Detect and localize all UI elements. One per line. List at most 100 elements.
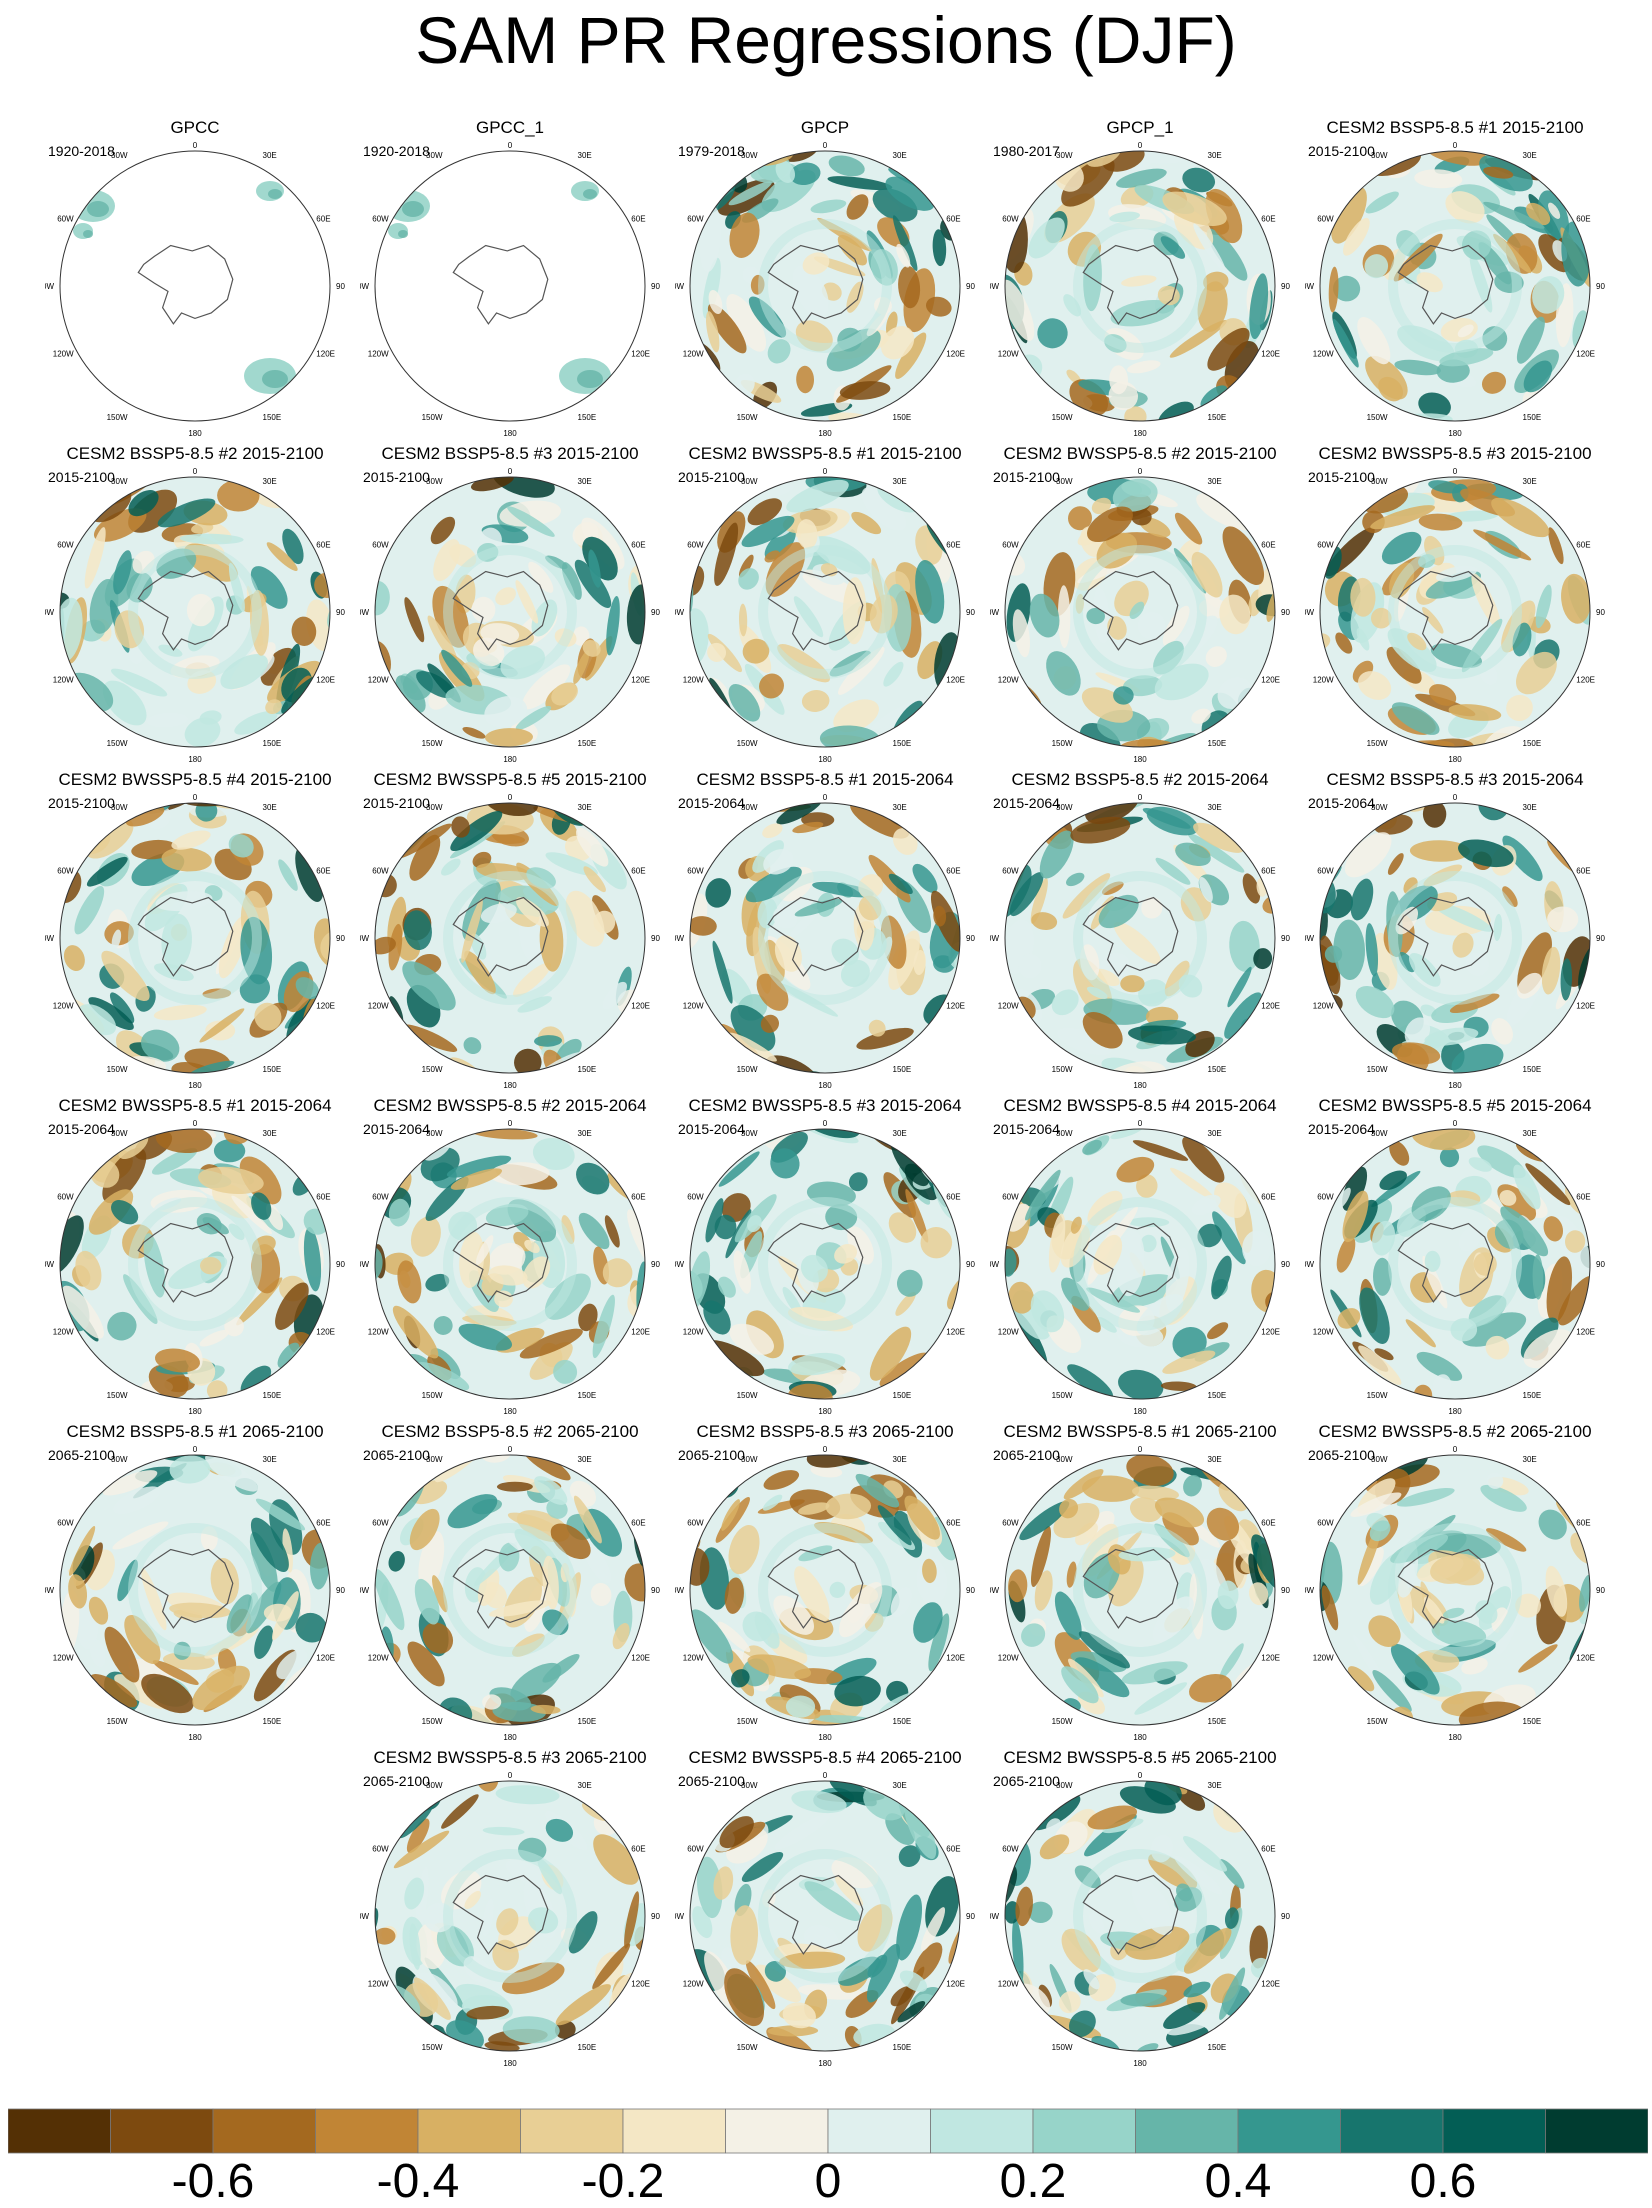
map-boundary (1004, 150, 1276, 422)
longitude-label: 0 (823, 1771, 828, 1780)
panel-title: CESM2 BWSSP5-8.5 #2 2065-2100 (1318, 1422, 1592, 1441)
longitude-label: 30W (111, 803, 128, 812)
map-boundary (374, 1128, 646, 1400)
precip-field (1320, 477, 1590, 747)
polar-map: 0 30E 30W 60E 60W 90E 90W 120E 120W 150E 150W 180 (675, 1119, 975, 1414)
longitude-label: 180 (503, 1733, 517, 1740)
panel-title: CESM2 BWSSP5-8.5 #5 2015-2100 (373, 770, 647, 789)
map-panel: CESM2 BWSSP5-8.5 #1 2015-2064 2015-2064 0 3… (45, 1096, 345, 1414)
antarctica-coastline (767, 1222, 864, 1303)
colorbar-swatch (212, 2108, 316, 2154)
longitude-label: 0 (1453, 1445, 1458, 1454)
longitude-label: 60W (1002, 1845, 1019, 1854)
precip-field (60, 1455, 330, 1725)
longitude-label: 30W (111, 151, 128, 160)
longitude-label: 150E (893, 413, 912, 422)
polar-map: 0 30E 30W 60E 60W 90E 90W 120E 120W 150E 150W 180 (360, 1119, 660, 1414)
antarctica-coastline (1082, 1874, 1179, 1955)
longitude-label: 90E (1596, 1260, 1605, 1269)
panel-period: 2015-2100 (48, 469, 115, 485)
longitude-label: 120E (631, 1980, 650, 1989)
antarctica-coastline (767, 570, 864, 651)
longitude-label: 90E (336, 934, 345, 943)
longitude-label: 30W (1371, 1455, 1388, 1464)
longitude-label: 180 (1448, 1733, 1462, 1740)
map-boundary (374, 1454, 646, 1726)
antarctica-coastline (1082, 570, 1179, 651)
longitude-label: 0 (1453, 1119, 1458, 1128)
polar-map: 0 30E 30W 60E 60W 90E 90W 120E 120W 150E 150W 180 (360, 467, 660, 762)
longitude-label: 30E (263, 1455, 277, 1464)
panel-period: 2015-2064 (678, 795, 745, 811)
panel-period: 2065-2100 (1308, 1447, 1375, 1463)
panel-title: CESM2 BSSP5-8.5 #3 2015-2100 (381, 444, 639, 463)
longitude-label: 120E (1261, 1654, 1280, 1663)
panel-period: 2015-2100 (363, 469, 430, 485)
longitude-label: 180 (188, 1733, 202, 1740)
longitude-label: 150W (737, 413, 758, 422)
longitude-label: 150E (263, 739, 282, 748)
longitude-label: 120W (53, 1654, 74, 1663)
antarctica-coastline (452, 1222, 549, 1303)
longitude-label: 150E (893, 1391, 912, 1400)
map-panel: GPCP_1 1980-2017 0 30E 30W 60E 60W 90E 90W 120E 12… (990, 118, 1290, 436)
longitude-label: 180 (818, 1407, 832, 1414)
polar-map: 0 30E 30W 60E 60W 90E 90W 120E 120W 150E 150W 180 (675, 1445, 975, 1740)
longitude-label: 0 (508, 1445, 513, 1454)
map-boundary (689, 476, 961, 748)
longitude-label: 120E (1261, 350, 1280, 359)
panel-title: CESM2 BWSSP5-8.5 #1 2015-2064 (58, 1096, 332, 1115)
longitude-label: 30W (111, 1455, 128, 1464)
longitude-label: 120E (1576, 1328, 1595, 1337)
panel-title: CESM2 BSSP5-8.5 #1 2065-2100 (66, 1422, 324, 1441)
longitude-label: 120E (1261, 676, 1280, 685)
longitude-label: 90E (651, 934, 660, 943)
precip-field (1005, 1129, 1275, 1399)
longitude-label: 150E (1523, 739, 1542, 748)
longitude-label: 150W (737, 739, 758, 748)
panel-title: GPCC (170, 118, 220, 137)
panel-period: 2015-2100 (1308, 469, 1375, 485)
polar-map: 0 30E 30W 60E 60W 90E 90W 120E 120W 150E 150W 180 (675, 141, 975, 436)
longitude-label: 30E (263, 1129, 277, 1138)
longitude-label: 90W (990, 1912, 999, 1921)
longitude-label: 150W (1367, 1065, 1388, 1074)
longitude-label: 150E (1208, 1717, 1227, 1726)
longitude-label: 120W (368, 1980, 389, 1989)
panel-title: CESM2 BWSSP5-8.5 #4 2065-2100 (688, 1748, 962, 1767)
map-panel: CESM2 BSSP5-8.5 #3 2015-2100 2015-2100 0 30… (360, 444, 660, 762)
panel-title: CESM2 BSSP5-8.5 #2 2065-2100 (381, 1422, 639, 1441)
longitude-label: 120E (946, 1328, 965, 1337)
precip-field (375, 803, 645, 1073)
colorbar-tick-label: -0.6 (171, 2155, 255, 2208)
map-panel: GPCC 1920-2018 0 30E 30W 60E 60W 90E 90W 120E 120W… (45, 118, 345, 436)
longitude-label: 30W (426, 1129, 443, 1138)
panel-title: CESM2 BWSSP5-8.5 #1 2015-2100 (688, 444, 962, 463)
longitude-label: 60W (687, 1519, 704, 1528)
longitude-label: 120W (683, 350, 704, 359)
colorbar-swatch (8, 2108, 111, 2154)
longitude-label: 90W (360, 1912, 369, 1921)
longitude-label: 30W (1056, 1129, 1073, 1138)
longitude-label: 90W (675, 282, 684, 291)
panel-title: CESM2 BWSSP5-8.5 #2 2015-2100 (1003, 444, 1277, 463)
longitude-label: 120E (946, 676, 965, 685)
colorbar-swatch (1340, 2108, 1444, 2154)
longitude-label: 0 (823, 793, 828, 802)
polar-map: 0 30E 30W 60E 60W 90E 90W 120E 120W 150E 150W 180 (360, 1445, 660, 1740)
longitude-label: 90E (336, 608, 345, 617)
longitude-label: 180 (188, 429, 202, 436)
map-boundary (1004, 476, 1276, 748)
longitude-label: 60E (1261, 1845, 1275, 1854)
antarctica-coastline (767, 896, 864, 977)
precip-field (1320, 1455, 1590, 1725)
colorbar-swatch (725, 2108, 829, 2154)
longitude-label: 150E (1208, 2043, 1227, 2052)
longitude-label: 30W (426, 477, 443, 486)
longitude-label: 60E (1576, 215, 1590, 224)
longitude-label: 120W (368, 350, 389, 359)
panel-title: CESM2 BWSSP5-8.5 #3 2015-2064 (688, 1096, 962, 1115)
longitude-label: 180 (188, 1407, 202, 1414)
longitude-label: 90E (651, 1260, 660, 1269)
antarctica-coastline (767, 244, 864, 325)
